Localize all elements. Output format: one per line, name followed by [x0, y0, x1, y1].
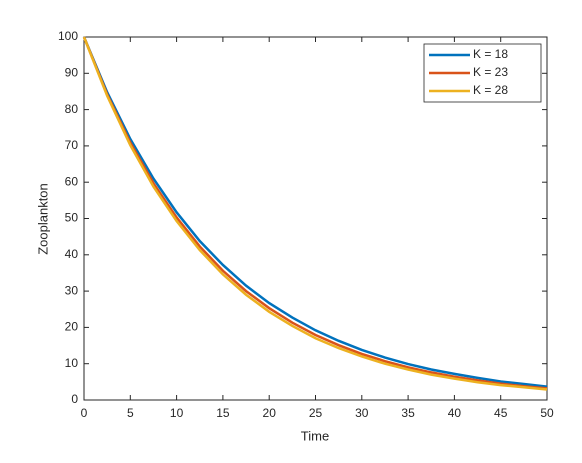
data-line [82, 36, 548, 391]
y-tick-label: 40 [65, 247, 79, 261]
y-tick-label: 70 [65, 138, 79, 152]
data-line [82, 36, 548, 390]
legend-label: K = 28 [473, 83, 508, 97]
x-axis-label: Time [301, 428, 329, 443]
x-tick-label: 35 [401, 406, 415, 420]
y-tick-label: 0 [71, 392, 78, 406]
plot-frame [83, 36, 548, 401]
x-tick-label: 0 [81, 406, 88, 420]
y-tick-label: 80 [65, 102, 79, 116]
x-tick-label: 30 [355, 406, 369, 420]
x-tick-label: 10 [170, 406, 184, 420]
x-tick-label: 45 [494, 406, 508, 420]
x-tick-label: 15 [216, 406, 230, 420]
y-tick-label: 30 [65, 283, 79, 297]
y-tick-label: 20 [65, 320, 79, 334]
x-tick-label: 5 [127, 406, 134, 420]
y-axis-label: Zooplankton [35, 183, 50, 255]
legend-label: K = 18 [473, 47, 508, 61]
legend-label: K = 23 [473, 65, 508, 79]
y-tick-label: 90 [65, 65, 79, 79]
x-tick-label: 25 [309, 406, 323, 420]
data-line [82, 36, 548, 388]
x-tick-label: 50 [540, 406, 554, 420]
y-tick-label: 10 [65, 356, 79, 370]
y-tick-label: 60 [65, 174, 79, 188]
y-tick-label: 100 [58, 29, 78, 43]
y-tick-label: 50 [65, 211, 79, 225]
x-tick-label: 40 [448, 406, 462, 420]
x-tick-label: 20 [263, 406, 277, 420]
